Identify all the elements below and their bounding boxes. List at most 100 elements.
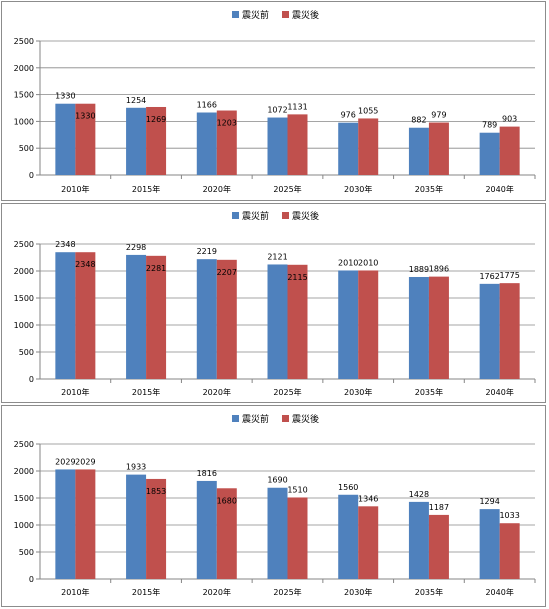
- bar-after: [287, 497, 308, 579]
- x-tick-label: 2015年: [132, 387, 160, 397]
- data-label: 1033: [499, 511, 519, 520]
- legend-label-after: 震災後: [292, 413, 319, 425]
- data-label: 1269: [146, 115, 166, 124]
- x-tick-label: 2020年: [203, 184, 231, 194]
- data-label: 1330: [75, 112, 95, 121]
- bar-after: [75, 469, 96, 579]
- x-tick-label: 2040年: [485, 184, 513, 194]
- bar-before: [479, 132, 500, 175]
- bar-before: [267, 264, 288, 379]
- bar-before: [479, 283, 500, 379]
- legend-swatch-after: [282, 11, 289, 18]
- legend-label-before: 震災前: [242, 210, 269, 222]
- bar-after: [216, 259, 237, 379]
- data-label: 979: [431, 111, 446, 120]
- bar-before: [479, 509, 500, 579]
- bar-before: [196, 480, 217, 579]
- bar-before: [408, 127, 429, 175]
- data-label: 1055: [358, 106, 378, 115]
- y-tick-label: 500: [19, 144, 34, 153]
- data-label: 1816: [197, 469, 217, 478]
- y-tick-label: 0: [29, 375, 34, 384]
- bar-after: [146, 478, 167, 579]
- bar-before: [55, 252, 76, 379]
- legend: 震災前 震災後: [232, 9, 319, 21]
- bar-after: [499, 283, 520, 379]
- bar-before: [338, 122, 359, 175]
- data-label: 1166: [197, 101, 217, 110]
- x-tick-label: 2035年: [415, 387, 443, 397]
- x-tick-label: 2015年: [132, 587, 160, 597]
- x-tick-label: 2035年: [415, 184, 443, 194]
- bar-before: [408, 276, 429, 379]
- chart-panel-3: 震災前 震災後 0 500 1000 1500 2000 2500 2010年 2029 2029 2…: [1, 405, 546, 607]
- y-tick-label: 2500: [14, 240, 34, 249]
- x-tick-label: 2010年: [61, 587, 89, 597]
- data-label: 882: [411, 116, 426, 125]
- data-label: 2348: [55, 240, 75, 249]
- bar-after: [499, 523, 520, 579]
- legend-label-before: 震災前: [242, 413, 269, 425]
- x-tick-label: 2035年: [415, 587, 443, 597]
- data-label: 1346: [358, 494, 378, 503]
- data-label: 2121: [267, 252, 287, 261]
- data-label: 2010: [358, 258, 378, 267]
- bar-before: [267, 117, 288, 175]
- x-tick-label: 2030年: [344, 587, 372, 597]
- legend-swatch-before: [232, 11, 239, 18]
- y-tick-label: 500: [19, 548, 34, 557]
- data-label: 1762: [479, 272, 499, 281]
- bar-after: [358, 270, 379, 379]
- legend: 震災前 震災後: [232, 210, 319, 222]
- bar-before: [126, 474, 147, 579]
- bar-before: [126, 107, 147, 175]
- data-label: 1294: [479, 497, 499, 506]
- legend: 震災前 震災後: [232, 413, 319, 425]
- y-tick-label: 1500: [14, 91, 34, 100]
- data-label: 2010: [338, 258, 358, 267]
- data-label: 1775: [499, 271, 519, 280]
- bar-before: [408, 501, 429, 579]
- bar-after: [216, 488, 237, 579]
- bar-after: [428, 122, 449, 175]
- x-tick-label: 2040年: [485, 587, 513, 597]
- data-label: 1896: [429, 265, 449, 274]
- chart-panel-2: 震災前 震災後 0 500 1000 1500 2000 2500 2010年 2348 2348 2…: [1, 203, 546, 403]
- y-tick-label: 0: [29, 171, 34, 180]
- x-tick-label: 2025年: [273, 184, 301, 194]
- bar-before: [338, 494, 359, 579]
- data-label: 2029: [75, 457, 95, 466]
- bar-after: [146, 255, 167, 379]
- data-label: 1680: [217, 496, 237, 505]
- y-tick-label: 2000: [14, 64, 34, 73]
- legend-label-after: 震災後: [292, 210, 319, 222]
- data-label: 976: [341, 111, 356, 120]
- y-tick-label: 0: [29, 575, 34, 584]
- data-label: 1187: [429, 503, 449, 512]
- data-label: 789: [482, 121, 497, 130]
- data-label: 1203: [217, 119, 237, 128]
- bar-before: [196, 112, 217, 175]
- x-tick-label: 2015年: [132, 184, 160, 194]
- bar-after: [287, 114, 308, 175]
- bar-after: [287, 264, 308, 379]
- bar-after: [358, 506, 379, 579]
- y-tick-label: 2000: [14, 467, 34, 476]
- y-tick-label: 1000: [14, 321, 34, 330]
- data-label: 2029: [55, 457, 75, 466]
- x-tick-label: 2030年: [344, 387, 372, 397]
- y-tick-label: 2500: [14, 37, 34, 46]
- bar-before: [267, 487, 288, 579]
- data-label: 2281: [146, 264, 166, 273]
- y-tick-label: 1500: [14, 294, 34, 303]
- data-label: 1560: [338, 483, 358, 492]
- legend-label-before: 震災前: [242, 9, 269, 21]
- legend-label-after: 震災後: [292, 9, 319, 21]
- bar-chart-1: 震災前 震災後 0 500 1000 1500 2000 2500 2010年 1330 1330 2…: [14, 9, 536, 194]
- bar-after: [428, 276, 449, 379]
- data-label: 1889: [409, 265, 429, 274]
- x-tick-label: 2010年: [61, 387, 89, 397]
- bar-after: [428, 514, 449, 579]
- data-label: 2298: [126, 243, 146, 252]
- x-tick-label: 2025年: [273, 587, 301, 597]
